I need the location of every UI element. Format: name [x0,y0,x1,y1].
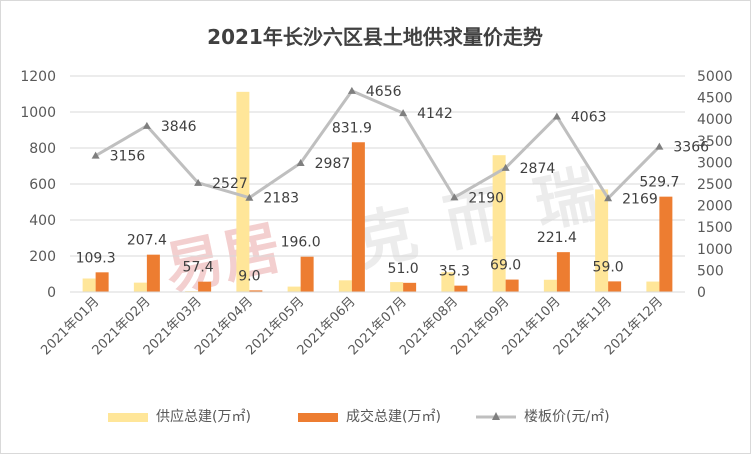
deal-data-label: 207.4 [127,233,167,249]
bar-supply [390,282,404,292]
price-marker [296,158,305,166]
price-marker [501,163,510,171]
price-data-label: 4656 [366,84,402,100]
y-right-tick-label: 5000 [697,69,733,85]
bar-deal [249,290,263,292]
y-left-tick-label: 600 [29,177,56,193]
price-marker [399,109,408,117]
legend-marker-price [492,412,500,420]
price-marker [552,112,561,120]
deal-data-label: 59.0 [593,259,624,275]
y-right-tick-label: 3000 [697,155,733,171]
price-data-label: 3156 [110,149,146,165]
bar-supply [646,281,660,292]
price-line [94,89,661,200]
price-marker [450,193,459,201]
y-right-tick-label: 4000 [697,112,733,128]
deal-data-label: 529.7 [639,175,679,191]
y-left-tick-label: 0 [47,285,56,301]
bar-supply [82,278,96,292]
y-right-tick-label: 3500 [697,134,733,150]
bar-supply [595,189,609,292]
bar-supply [133,282,147,292]
price-marker [142,121,151,129]
legend-label-price: 楼板价(元/㎡) [524,409,610,425]
deal-data-label: 109.3 [76,250,116,266]
bar-deal [198,281,212,292]
bar-deal [95,272,109,292]
price-marker [91,151,100,159]
y-right-tick-label: 2500 [697,177,733,193]
y-right-tick-label: 4500 [697,91,733,107]
y-left-tick-label: 1000 [20,105,56,121]
price-data-label: 2527 [212,176,248,192]
watermark-logo: 易居 [159,213,287,304]
deal-data-label: 69.0 [490,258,521,274]
price-marker [347,86,356,94]
bar-deal [556,252,570,292]
bar-deal [403,282,417,292]
bar-supply [236,91,250,292]
bar-deal [454,285,468,292]
bar-supply [543,279,557,292]
deal-data-label: 51.0 [388,261,419,277]
bar-supply [492,155,506,292]
deal-data-label: 196.0 [281,235,321,251]
y-left-tick-label: 800 [29,141,56,157]
price-data-label: 2169 [622,191,658,207]
bar-supply [441,272,455,292]
legend-label-supply: 供应总建(万㎡) [156,408,251,425]
chart-title: 2021年长沙六区县土地供求量价走势 [207,25,543,49]
y-left-tick-label: 1200 [20,69,56,85]
y-right-tick-label: 0 [697,285,706,301]
legend-swatch-supply [108,413,148,422]
bar-deal [608,281,622,292]
y-left-tick-label: 200 [29,249,56,265]
price-data-label: 2190 [468,190,504,206]
bar-deal [505,279,519,292]
deal-data-label: 35.3 [439,264,470,280]
price-marker [245,193,254,201]
price-marker [655,142,664,150]
y-right-tick-label: 2000 [697,199,733,215]
price-data-label: 3366 [673,140,709,156]
y-left-tick-label: 400 [29,213,56,229]
y-right-tick-label: 1500 [697,220,733,236]
legend-label-deal: 成交总建(万㎡) [346,408,441,425]
legend-swatch-deal [298,413,338,422]
price-data-label: 4063 [571,109,607,125]
bar-deal [659,196,673,292]
y-right-tick-label: 1000 [697,242,733,258]
y-right-tick-label: 500 [697,263,724,279]
price-data-label: 2183 [263,191,299,207]
price-marker [604,194,613,202]
deal-data-label: 221.4 [537,230,577,246]
bar-deal [351,142,365,292]
bar-supply [338,280,352,292]
bar-supply [287,286,301,292]
deal-data-label: 57.4 [183,260,214,276]
bar-deal [146,254,160,292]
price-marker [194,178,203,186]
price-data-label: 2874 [520,161,556,177]
bar-deal [300,256,314,292]
price-data-label: 2987 [315,156,351,172]
deal-data-label: 9.0 [238,268,260,284]
price-data-label: 3846 [161,119,197,135]
price-data-label: 4142 [417,106,453,122]
deal-data-label: 831.9 [332,120,372,136]
